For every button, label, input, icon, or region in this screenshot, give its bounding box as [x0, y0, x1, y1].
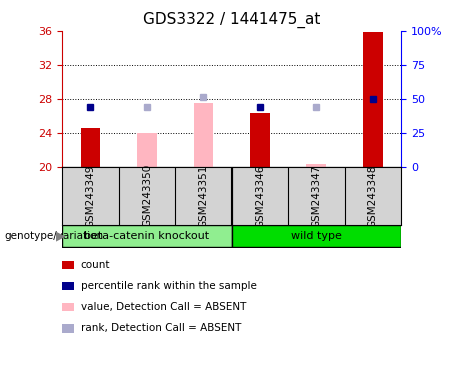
Bar [363, 32, 383, 167]
Text: count: count [81, 260, 110, 270]
Text: GSM243351: GSM243351 [198, 164, 208, 228]
Bar [250, 113, 270, 167]
Text: beta-catenin knockout: beta-catenin knockout [84, 231, 209, 241]
Text: rank, Detection Call = ABSENT: rank, Detection Call = ABSENT [81, 323, 241, 333]
Text: wild type: wild type [291, 231, 342, 241]
Title: GDS3322 / 1441475_at: GDS3322 / 1441475_at [143, 12, 320, 28]
Text: value, Detection Call = ABSENT: value, Detection Call = ABSENT [81, 302, 246, 312]
Text: GSM243348: GSM243348 [368, 164, 378, 228]
Text: GSM243349: GSM243349 [85, 164, 95, 228]
Text: percentile rank within the sample: percentile rank within the sample [81, 281, 257, 291]
Bar [231, 225, 401, 247]
Text: GSM243346: GSM243346 [255, 164, 265, 228]
Bar [81, 128, 100, 167]
Text: GSM243350: GSM243350 [142, 164, 152, 227]
Text: ▶: ▶ [56, 230, 66, 243]
Bar [194, 103, 213, 167]
Bar [62, 225, 231, 247]
Text: genotype/variation: genotype/variation [5, 231, 104, 241]
Bar [137, 133, 157, 167]
Bar [307, 164, 326, 167]
Text: GSM243347: GSM243347 [311, 164, 321, 228]
